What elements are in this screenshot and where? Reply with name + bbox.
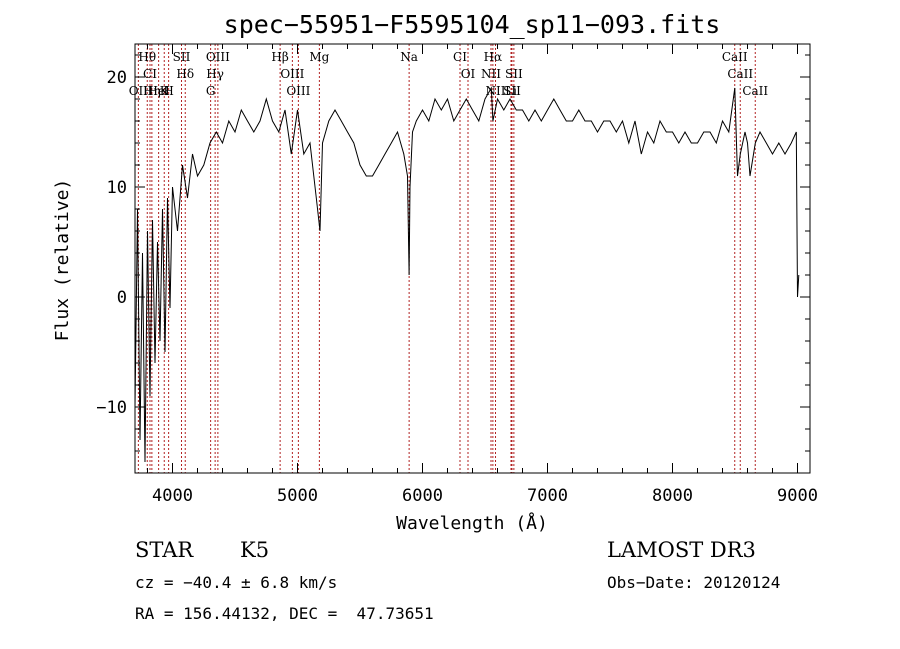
spectral-subclass: K5 [240, 538, 270, 562]
y-tick-label: −10 [96, 398, 127, 418]
spectrum-chart: spec−55951−F5595104_sp11−093.fits Hθ CI OI… [52, 10, 818, 534]
line-marker-label: CI [453, 50, 467, 64]
plot-frame [134, 43, 811, 474]
line-marker-label: CaII [727, 67, 753, 81]
line-marker-label: CI [143, 67, 157, 81]
line-marker-label: HeI [147, 84, 170, 98]
line-marker-label: NII [486, 84, 506, 98]
line-marker-label: Hη [143, 84, 161, 98]
x-tick-label: 9000 [777, 486, 818, 506]
x-axis-label: Wavelength (Å) [396, 512, 548, 534]
x-tick-label: 6000 [402, 486, 443, 506]
line-marker-label: NII [481, 67, 501, 81]
x-tick-label: 5000 [277, 486, 318, 506]
line-marker-label: G [206, 84, 216, 98]
line-marker-label: OII [129, 84, 149, 98]
line-marker-label: Hβ [271, 50, 288, 64]
line-marker-label: OIII [286, 84, 310, 98]
redshift-velocity: cz = −40.4 ± 6.8 km/s [135, 573, 338, 592]
line-marker-label: SII [505, 67, 523, 81]
y-axis-label: Flux (relative) [52, 179, 73, 342]
spectrum-line [134, 86, 800, 463]
line-marker-label: SII [173, 50, 191, 64]
line-marker-label: OI [461, 67, 476, 81]
line-marker-label: SII [503, 84, 521, 98]
y-tick-label: 10 [107, 178, 127, 198]
survey-name: LAMOST DR3 [607, 538, 756, 562]
line-marker-label: CaII [722, 50, 748, 64]
y-tick-label: 20 [107, 68, 127, 88]
line-marker-label: Hδ [176, 67, 194, 81]
line-marker-label: H [163, 84, 173, 98]
line-marker-label: CaII [742, 84, 768, 98]
line-marker-label: Hθ [138, 50, 156, 64]
line-marker-label: Na [400, 50, 418, 64]
line-marker-label: Mg [309, 50, 329, 64]
y-tick-label: 0 [117, 288, 127, 308]
y-axis-ticks: −10 0 10 20 [96, 54, 810, 452]
line-marker-label: Hα [484, 50, 503, 64]
x-tick-label: 7000 [527, 486, 568, 506]
chart-title: spec−55951−F5595104_sp11−093.fits [224, 10, 721, 39]
line-marker-label: K [160, 84, 170, 98]
x-tick-label: 4000 [152, 486, 193, 506]
emission-line-markers [137, 44, 756, 473]
line-marker-label: Li [505, 84, 517, 98]
x-tick-label: 8000 [652, 486, 693, 506]
line-marker-label: OIII [280, 67, 304, 81]
x-axis-ticks: 4000 5000 6000 7000 8000 9000 [147, 44, 818, 506]
object-class: STAR [135, 538, 194, 562]
sky-coordinates: RA = 156.44132, DEC = 47.73651 [135, 604, 434, 623]
line-marker-label: OIII [206, 50, 230, 64]
line-marker-label: Hγ [206, 67, 224, 81]
observation-date: Obs−Date: 20120124 [607, 573, 781, 592]
